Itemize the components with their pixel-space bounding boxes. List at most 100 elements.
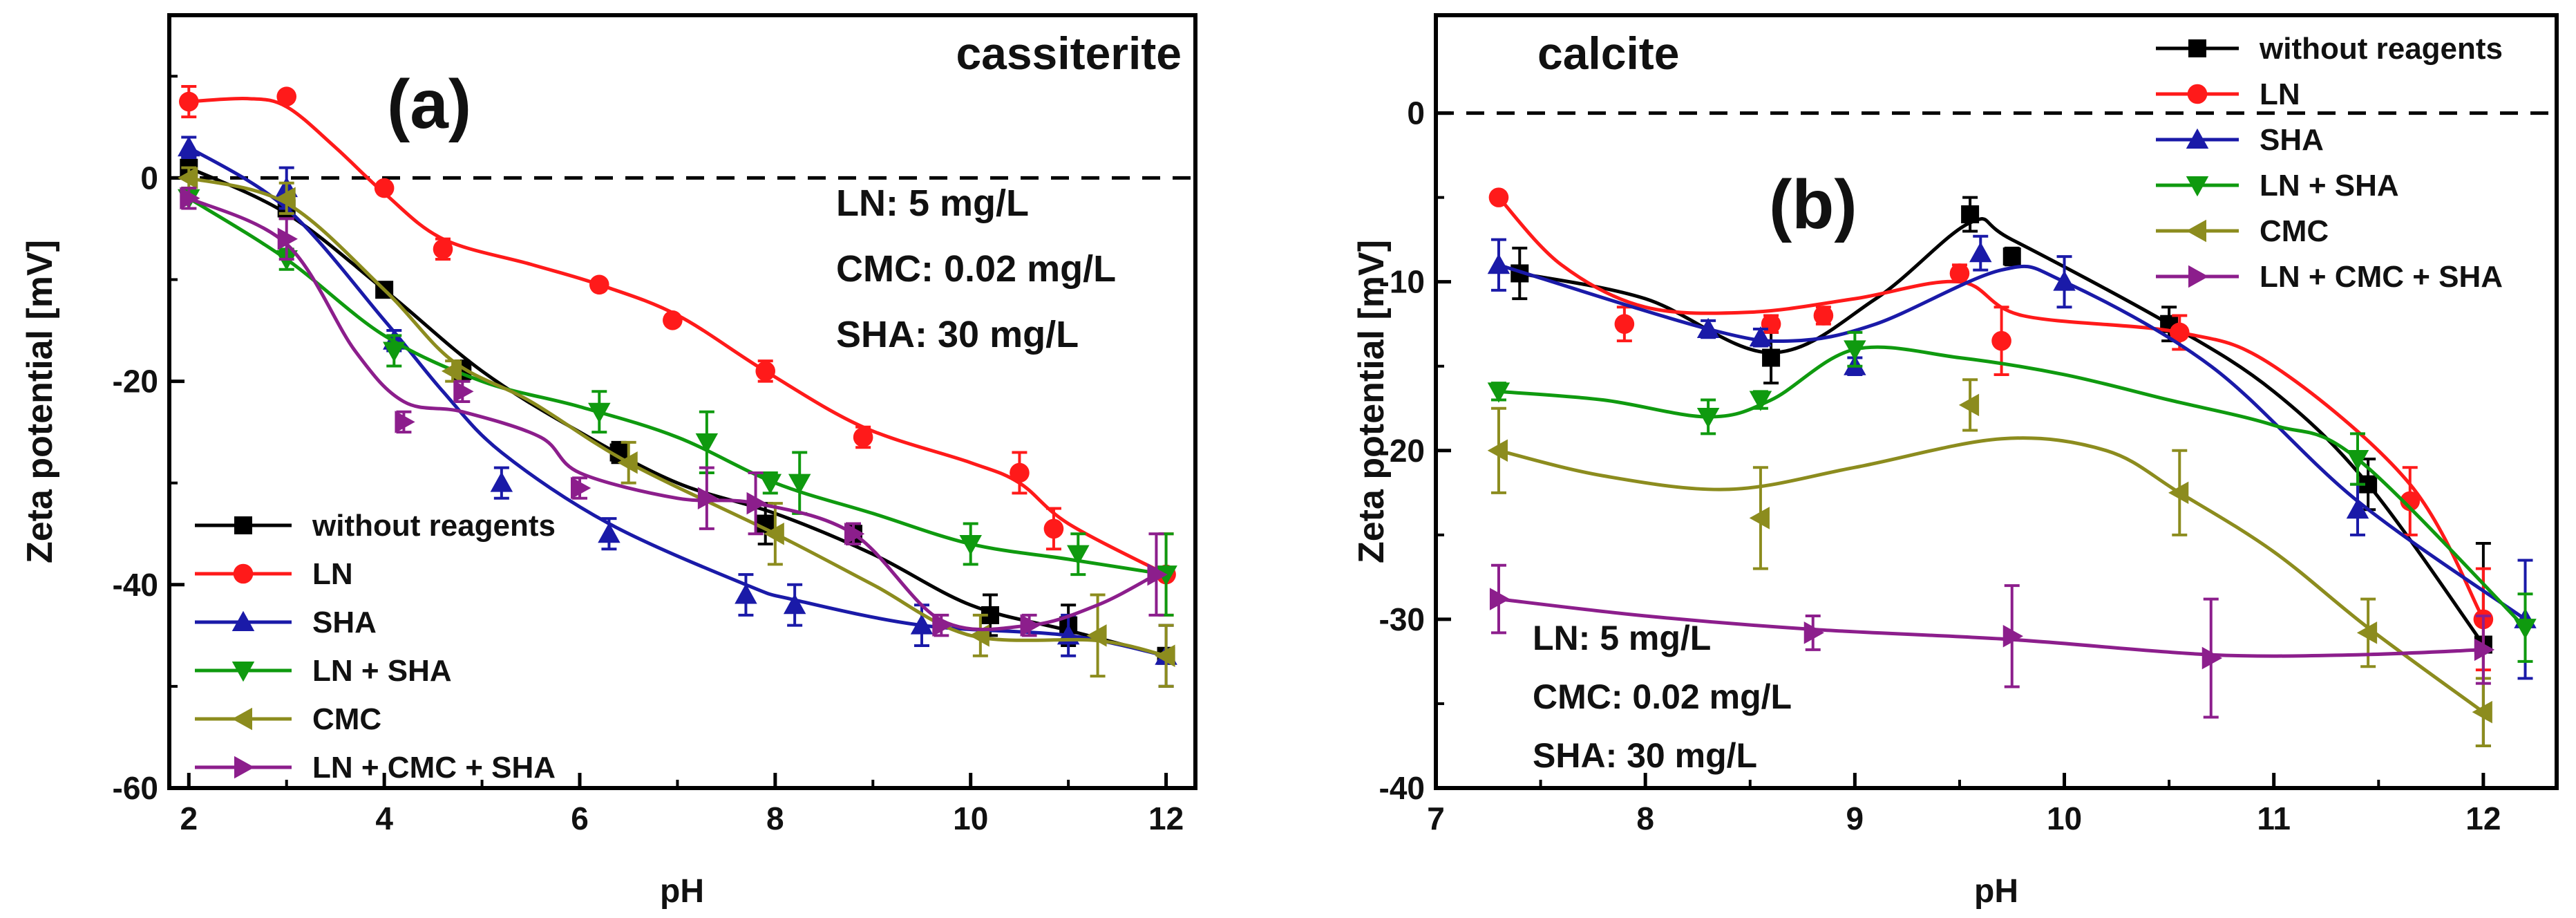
data-point (932, 614, 953, 637)
legend-item-ln-sha: LN + SHA (2156, 169, 2399, 203)
data-point (1488, 187, 1509, 207)
x-tick-label: 12 (2465, 800, 2501, 836)
data-point (1489, 588, 1510, 610)
data-point (844, 522, 865, 545)
fit-curve (189, 96, 1167, 577)
data-point (571, 476, 591, 500)
data-point (1010, 462, 1030, 483)
fit-curve (1498, 345, 2527, 629)
fit-curve (187, 196, 1166, 577)
legend-item-without-reagents: without reagents (2156, 32, 2503, 66)
legend-marker (2186, 219, 2206, 243)
plot-frame (1434, 13, 2559, 790)
legend-item-without-reagents: without reagents (195, 509, 556, 543)
series-ln-sha (1487, 330, 2537, 663)
chart-panel-a: 2 4 6 8 10 12 -60 -40 -20 0 pH Zeta potential [mV] c… (20, 13, 1197, 910)
data-point (2002, 625, 2023, 648)
data-point (783, 593, 806, 615)
data-point (1969, 241, 1992, 263)
condition-annotation: LN: 5 mg/L (1533, 619, 1711, 657)
legend-marker (234, 756, 255, 779)
data-point (1762, 348, 1781, 367)
legend-marker (2188, 39, 2206, 57)
data-point (1749, 391, 1772, 411)
data-point (1696, 407, 1720, 429)
legend-item-sha: SHA (2156, 123, 2324, 157)
data-point (617, 451, 638, 474)
data-point (2346, 449, 2369, 471)
data-point (180, 187, 200, 210)
y-axis-label: Zeta potential [mV] (1352, 240, 1392, 563)
data-point (2514, 619, 2537, 639)
data-point (1761, 314, 1781, 335)
data-point (1155, 644, 1175, 668)
condition-annotation: SHA: 30 mg/L (1533, 736, 1757, 775)
legend-label: CMC (2260, 214, 2329, 248)
data-point (275, 187, 296, 210)
data-point (178, 167, 198, 189)
y-tick-label: -60 (113, 770, 158, 806)
data-point (1487, 254, 1510, 274)
x-tick-label: 2 (180, 800, 198, 836)
data-point (1844, 340, 1866, 361)
legend-label: LN (312, 557, 353, 591)
x-axis-label: pH (660, 873, 704, 910)
data-point (374, 178, 395, 198)
x-tick-label: 4 (375, 800, 393, 836)
fit-curve (188, 196, 1157, 632)
x-tick-label: 12 (1148, 800, 1184, 836)
data-point (1086, 624, 1107, 647)
legend-label: SHA (312, 606, 377, 639)
legend-label: LN (2260, 77, 2300, 111)
legend-item-ln-cmc-sha: LN + CMC + SHA (195, 751, 556, 785)
x-tick-label: 10 (2047, 800, 2082, 836)
data-point (1749, 326, 1772, 347)
data-point (697, 487, 719, 509)
data-point (433, 239, 453, 259)
data-point (853, 427, 873, 447)
legend-marker (231, 707, 252, 731)
legend-label: without reagents (312, 509, 556, 543)
fit-curve (1498, 263, 2526, 621)
data-point (383, 341, 406, 362)
data-point (759, 474, 782, 494)
x-axis-label: pH (1974, 873, 2018, 910)
y-tick-label: 0 (1407, 95, 1425, 131)
condition-annotation: CMC: 0.02 mg/L (1533, 677, 1792, 716)
legend-marker (231, 662, 255, 682)
data-point (1487, 382, 1510, 403)
y-tick-label: -10 (1379, 264, 1425, 300)
x-tick-label: 8 (766, 800, 784, 836)
data-point (1614, 314, 1635, 335)
data-point (2201, 646, 2223, 670)
chart-title: cassiterite (956, 28, 1182, 79)
legend-marker (231, 610, 255, 631)
series-cmc (178, 166, 1175, 688)
data-point (2400, 491, 2421, 512)
legend-label: LN + CMC + SHA (312, 751, 556, 785)
condition-annotation: LN: 5 mg/L (836, 182, 1029, 224)
data-point (453, 380, 474, 403)
data-point (178, 91, 199, 112)
data-point (395, 411, 415, 433)
data-point (1958, 393, 1980, 417)
data-point (2169, 322, 2190, 343)
data-point (764, 522, 784, 545)
data-point (1813, 306, 1834, 326)
y-tick-label: -20 (1379, 433, 1425, 469)
data-point (588, 402, 611, 423)
x-tick-label: 8 (1636, 800, 1654, 836)
data-point (1043, 518, 1064, 539)
x-tick-label: 6 (571, 800, 589, 836)
data-point (788, 474, 811, 494)
chart-panel-b: 7 8 9 10 11 12 -40 -30 -20 -10 0 pH Zeta potential [… (1352, 13, 2559, 910)
legend-item-ln: LN (2156, 77, 2300, 111)
y-tick-label: -30 (1379, 601, 1425, 637)
legend-label: SHA (2260, 123, 2324, 157)
x-tick-label: 9 (1846, 800, 1864, 836)
data-point (2356, 621, 2378, 644)
fit-curve (1497, 196, 2485, 621)
data-point (277, 227, 298, 250)
data-point (1949, 263, 1970, 283)
